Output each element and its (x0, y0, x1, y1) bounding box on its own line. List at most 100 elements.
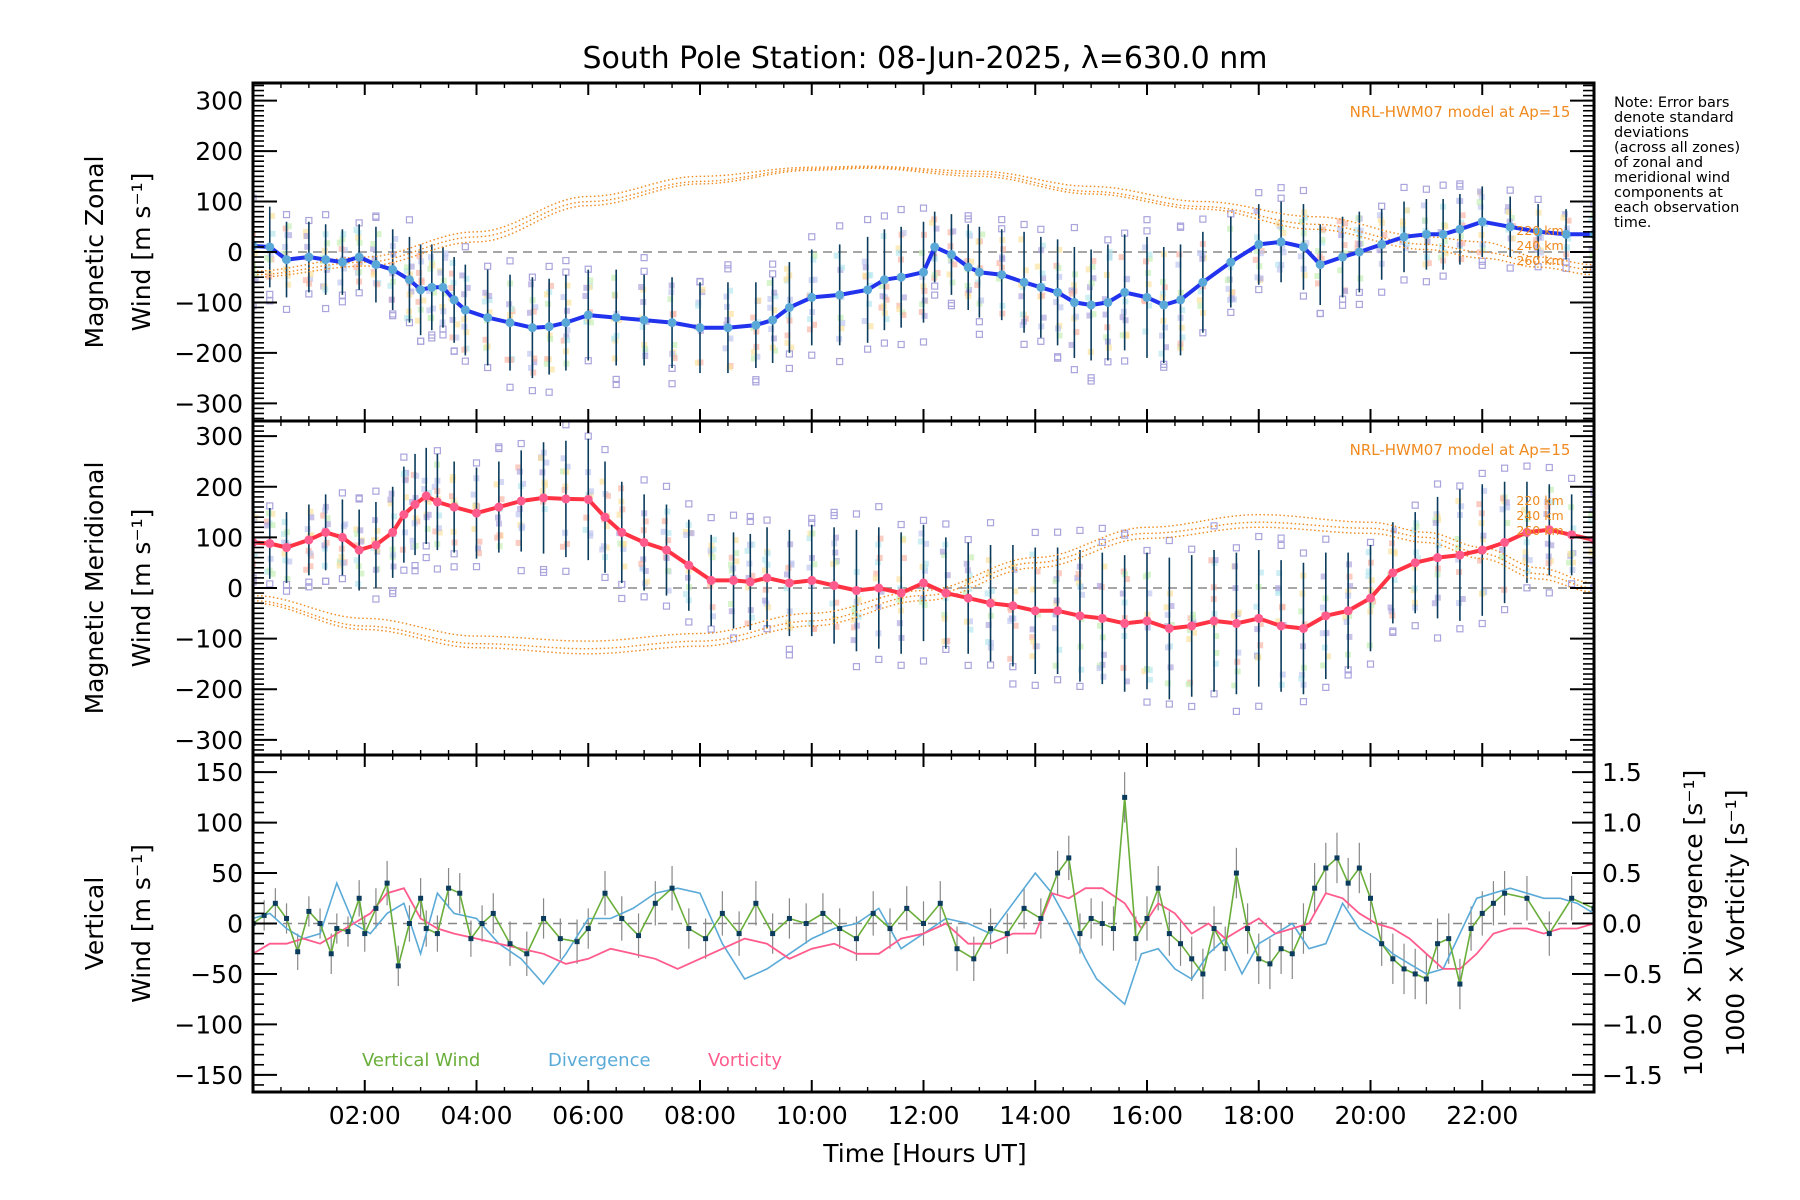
zone-sample (539, 469, 546, 476)
outlier-sample (707, 625, 715, 633)
zone-sample (374, 281, 381, 288)
wind-marker (1187, 621, 1197, 631)
zone-sample (664, 508, 671, 515)
left-tick-label: −300 (174, 389, 243, 418)
zone-sample (709, 604, 716, 611)
zone-sample (788, 344, 795, 351)
vertical-wind-marker (423, 926, 429, 932)
zone-sample (1257, 642, 1264, 649)
outlier-sample (1523, 462, 1531, 470)
zone-sample (1476, 501, 1483, 508)
zone-sample (933, 225, 940, 232)
right-tick-label: 1.5 (1602, 758, 1642, 787)
wind-marker (829, 580, 839, 590)
zone-sample (1096, 665, 1103, 672)
x-axis: 02:00 04:00 06:00 08:00 10:00 12:00 14:00 16:00… (329, 1101, 1519, 1130)
outlier-sample (640, 476, 648, 484)
zone-sample (1011, 566, 1018, 573)
outlier-sample (1478, 261, 1486, 269)
note-line: deviations (1614, 125, 1689, 141)
zone-sample (506, 301, 513, 308)
zone-sample (833, 599, 840, 606)
wind-marker (1254, 613, 1264, 623)
zone-sample (900, 555, 907, 562)
zone-sample (324, 240, 331, 247)
zone-sample (520, 480, 527, 487)
zone-sample (1319, 604, 1326, 611)
zone-sample (923, 540, 930, 547)
zone-sample (431, 483, 438, 490)
wind-marker (1298, 623, 1308, 633)
outlier-sample (253, 578, 257, 586)
wind-marker (919, 267, 928, 277)
zone-sample (861, 318, 868, 325)
zone-sample (408, 263, 415, 270)
zone-sample (683, 591, 690, 598)
right-tick-label: −1.5 (1602, 1061, 1663, 1090)
wind-marker (1276, 237, 1286, 247)
zone-sample (967, 618, 974, 625)
vertical-wind-marker (602, 890, 608, 896)
wind-marker (1410, 558, 1420, 568)
zone-sample (1257, 569, 1264, 576)
zone-sample (1052, 578, 1059, 585)
zone-sample (1343, 618, 1350, 625)
wind-marker (986, 598, 996, 608)
zone-sample (878, 588, 885, 595)
vertical-wind-marker (1155, 885, 1161, 891)
zone-sample (620, 545, 627, 552)
vertical-wind-marker (1368, 895, 1373, 901)
zone-sample (1337, 267, 1344, 274)
zone-sample (336, 562, 343, 569)
zone-sample (324, 515, 331, 522)
outlier-sample (1316, 309, 1324, 318)
zone-sample (353, 264, 360, 271)
zone-sample (1438, 243, 1445, 250)
zone-sample (486, 297, 493, 304)
hwm-model-curve-240km (253, 521, 1594, 650)
zone-sample (449, 334, 456, 341)
wind-marker (399, 510, 409, 520)
left-tick-label: 100 (195, 188, 243, 217)
wind-marker (639, 315, 649, 325)
wind-marker (974, 267, 984, 277)
zone-sample (430, 289, 437, 296)
zone-sample (1175, 261, 1182, 268)
zone-sample (767, 296, 774, 303)
outlier-sample (1121, 357, 1129, 365)
zone-sample (1068, 287, 1075, 294)
zone-sample (661, 518, 668, 525)
zone-sample (1074, 575, 1081, 582)
zone-sample (1365, 568, 1372, 575)
outlier-sample (724, 265, 732, 273)
zone-sample (1298, 218, 1305, 225)
zone-sample (1090, 275, 1097, 282)
zone-sample (1442, 250, 1449, 257)
zone-sample (1012, 622, 1019, 629)
wind-marker (863, 285, 873, 295)
wind-marker (371, 540, 381, 550)
zone-sample (392, 235, 399, 242)
zone-sample (723, 293, 730, 300)
outlier-sample (400, 566, 408, 574)
zone-sample (1276, 266, 1283, 273)
zone-sample (751, 349, 758, 356)
outlier-sample (1277, 541, 1285, 550)
vertical-wind-marker (1356, 865, 1362, 871)
zone-sample (744, 620, 751, 627)
vertical-wind-marker (770, 931, 776, 937)
zone-sample (1167, 664, 1174, 671)
zone-sample (253, 266, 257, 273)
zone-sample (896, 306, 903, 313)
outlier-sample (450, 563, 458, 571)
zone-sample (432, 528, 439, 535)
note-line: components at (1614, 185, 1723, 201)
wind-marker (1142, 292, 1152, 302)
vertical-wind-marker (937, 900, 943, 906)
zone-sample (1101, 563, 1108, 570)
zone-sample (372, 517, 379, 524)
zone-sample (962, 590, 969, 597)
model-label: NRL-HWM07 model at Ap=15 (1350, 441, 1571, 459)
zone-sample (515, 464, 522, 471)
